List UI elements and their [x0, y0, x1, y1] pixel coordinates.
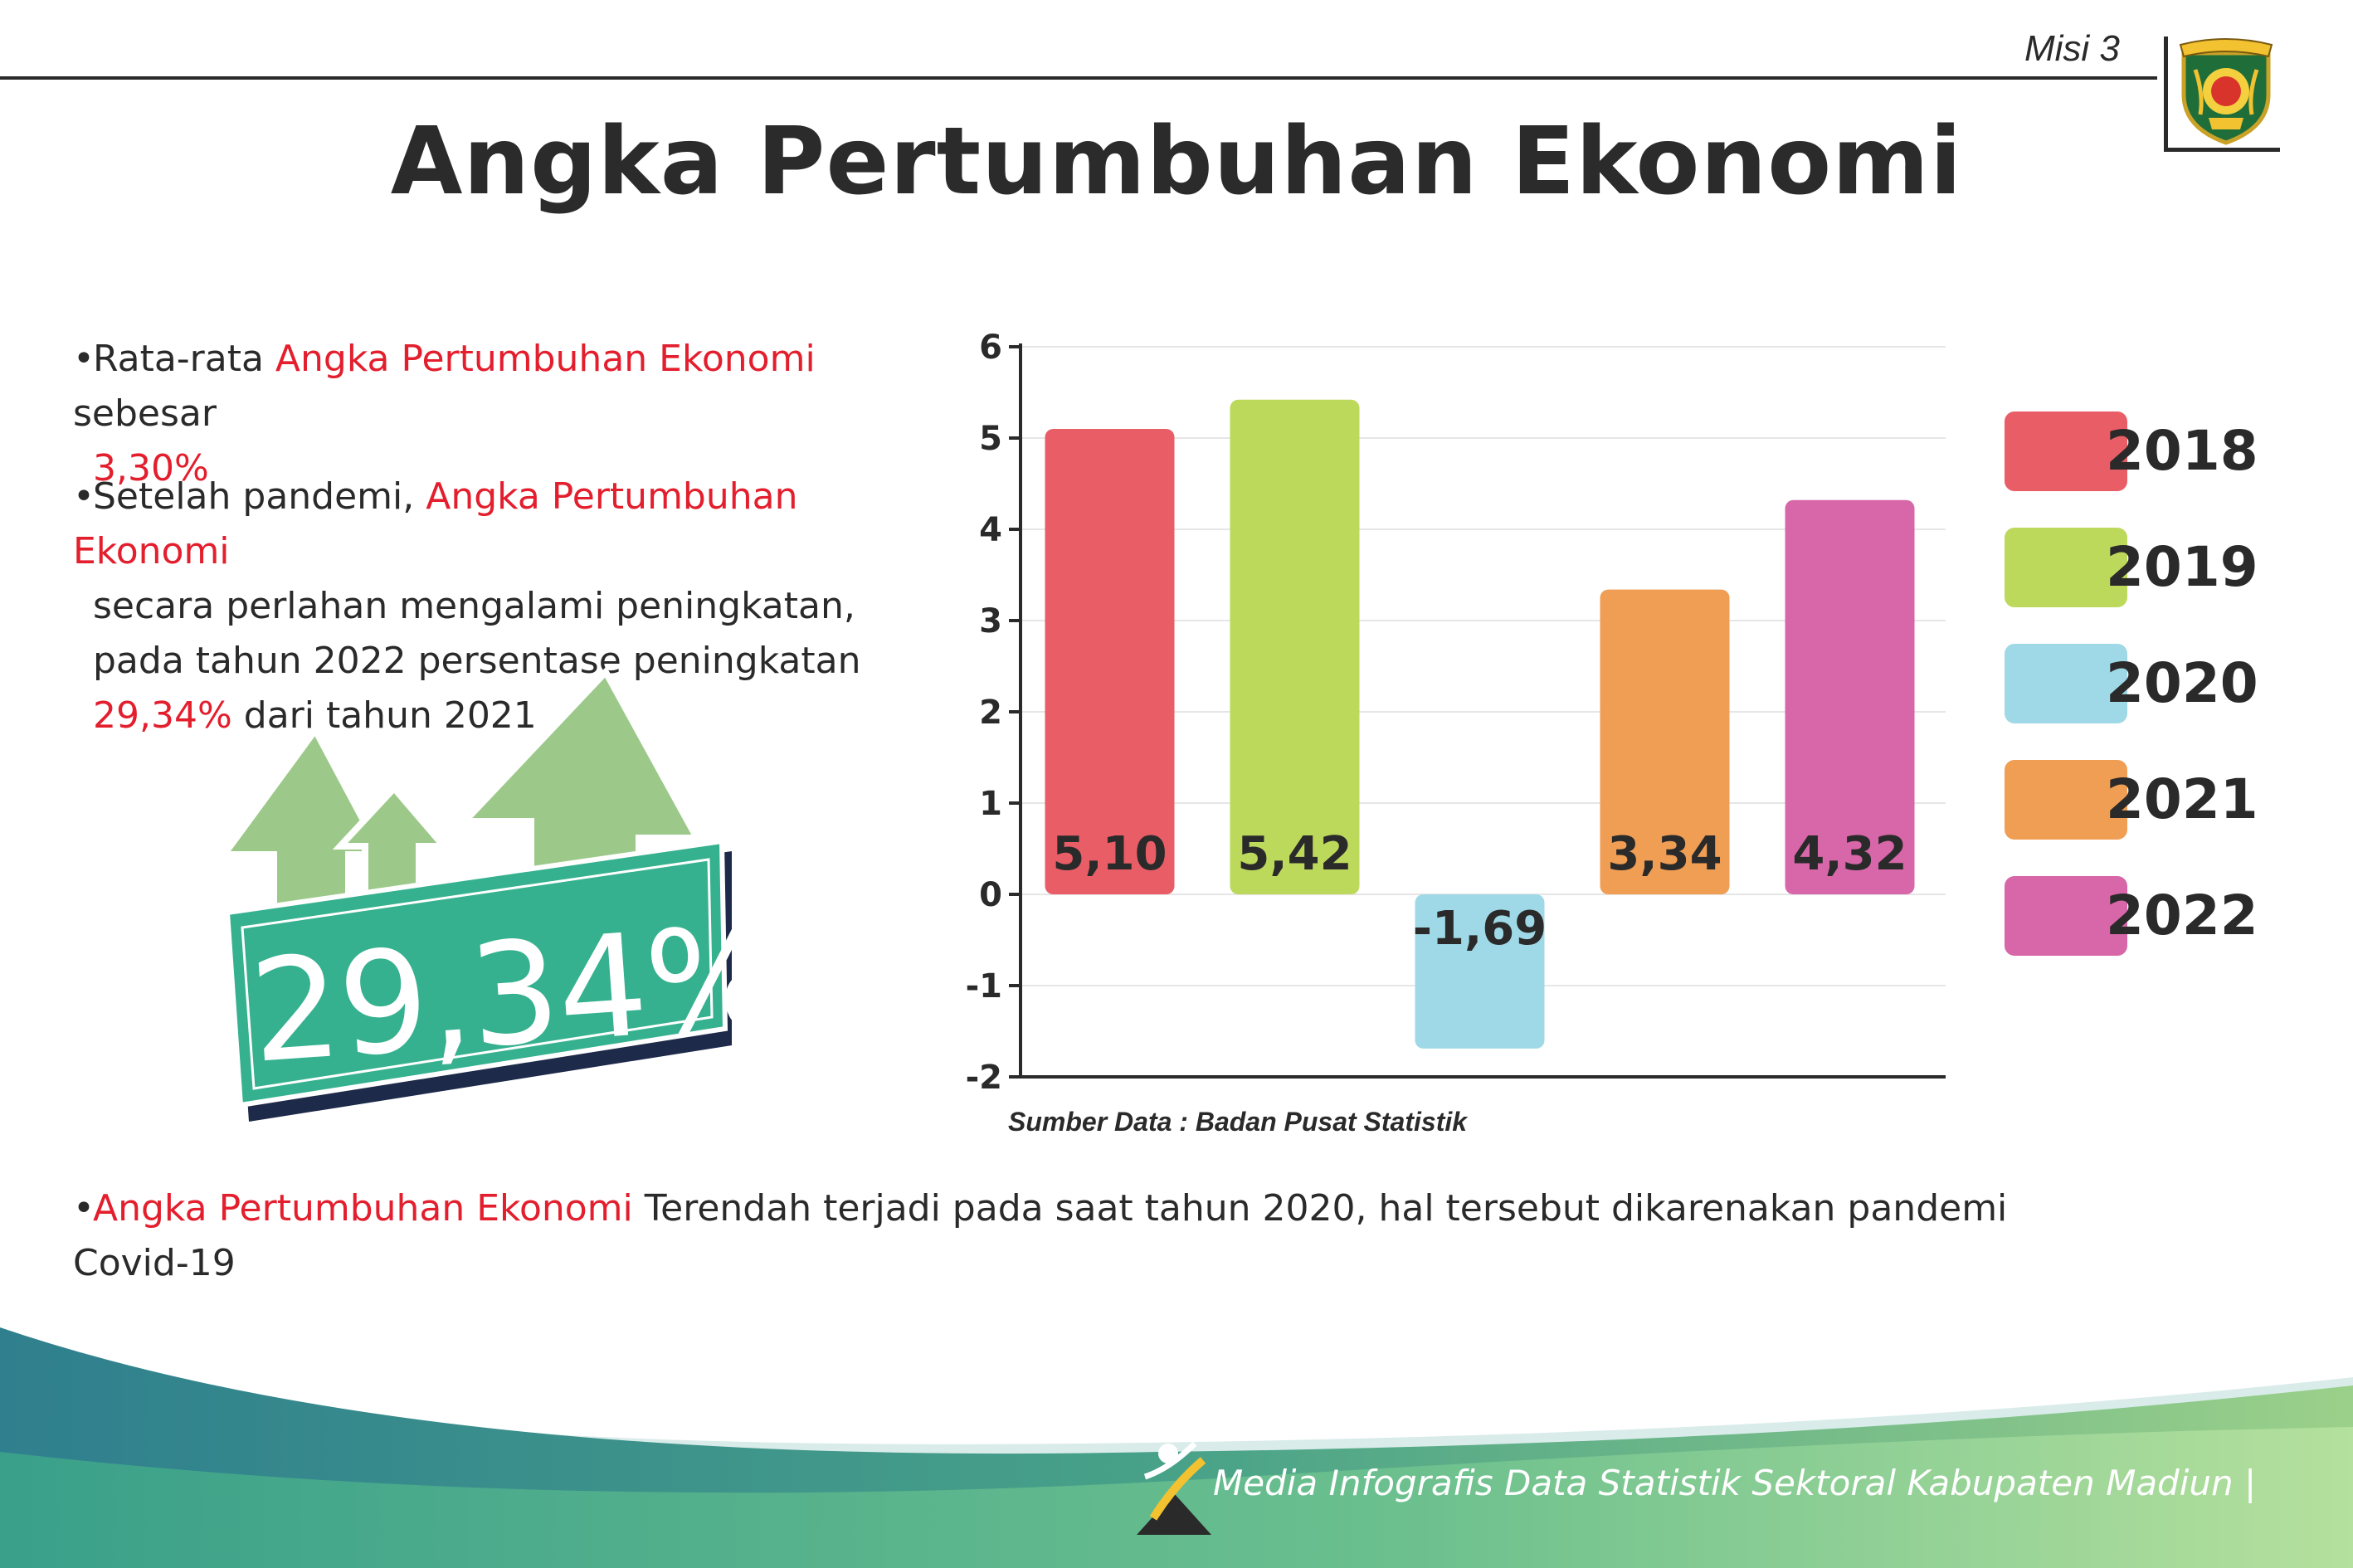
kabupaten-madiun-emblem	[2179, 38, 2273, 145]
chart-bars	[1045, 399, 1915, 1049]
point-average-mid: sebesar	[73, 392, 217, 435]
bullet-dot: •	[73, 338, 95, 380]
growth-arrows-illustration	[224, 666, 732, 1122]
page-title: Angka Pertumbuhan Ekonomi	[390, 108, 1963, 216]
emblem-frame	[2164, 37, 2168, 149]
bar-2019	[1230, 399, 1360, 894]
point-after-pandemic: •Setelah pandemi, Angka Pertumbuhan Ekon…	[73, 470, 952, 743]
y-tick-label: 3	[979, 602, 1002, 640]
emblem-frame-base	[2164, 148, 2280, 152]
legend-swatch	[2005, 760, 2127, 840]
bar-value-label-2020: -1,69	[1413, 902, 1547, 956]
point-pandemic-pre: Setelah pandemi,	[93, 475, 426, 518]
header-rule	[0, 76, 2157, 80]
point-average: •Rata-rata Angka Pertumbuhan Ekonomi seb…	[73, 332, 952, 496]
bar-2020	[1415, 894, 1545, 1049]
bar-value-label-2018: 5,10	[1052, 827, 1167, 881]
point-pandemic-post: dari tahun 2021	[231, 694, 537, 737]
bar-2022	[1785, 499, 1915, 894]
point-pandemic-mid: secara perlahan mengalami peningkatan, p…	[93, 585, 861, 682]
chart-source: Sumber Data : Badan Pusat Statistik	[1008, 1107, 1468, 1137]
chart-axes: -2 -1 0 1 2 3 4 5 6	[966, 329, 1946, 1097]
point-average-highlight: Angka Pertumbuhan Ekonomi	[275, 338, 816, 380]
y-tick-label: 2	[979, 694, 1002, 732]
chart-value-labels: 5,10 5,42 -1,69 3,34 4,32	[1052, 827, 1907, 956]
point-lowest-highlight: Angka Pertumbuhan Ekonomi	[93, 1187, 633, 1230]
bar-value-label-2022: 4,32	[1792, 827, 1907, 881]
point-average-pre: Rata-rata	[93, 338, 275, 380]
legend-swatch	[2005, 876, 2127, 956]
y-tick-label: 1	[979, 785, 1002, 823]
bar-value-label-2021: 3,34	[1607, 827, 1722, 881]
legend-label: 2019	[2106, 535, 2258, 599]
legend-swatch	[2005, 528, 2127, 607]
legend-label: 2022	[2106, 884, 2258, 947]
y-tick-label: 4	[979, 511, 1002, 549]
bullet-dot: •	[73, 475, 95, 518]
y-tick-label: 0	[979, 876, 1002, 914]
bar-2018	[1045, 429, 1175, 894]
legend-swatch	[2005, 644, 2127, 723]
point-pandemic-value: 29,34%	[93, 694, 232, 737]
growth-bar-chart: 5,10 5,42 -1,69 3,34 4,32 -2 -1 0 1 2 3 4 5 6	[966, 329, 1946, 1097]
y-tick-label: 6	[979, 329, 1002, 367]
point-lowest-text: Terendah terjadi pada saat tahun 2020, h…	[73, 1187, 2008, 1284]
point-average-value: 3,30%	[93, 447, 209, 489]
footer-logo-icon	[1137, 1441, 1211, 1535]
legend-label: 2018	[2106, 419, 2258, 483]
point-pandemic-highlight: Angka Pertumbuhan Ekonomi	[73, 475, 798, 572]
footer-caption: Media Infografis Data Statistik Sektoral…	[1213, 1463, 2257, 1503]
y-tick-label: 5	[979, 420, 1002, 458]
bar-value-label-2019: 5,42	[1237, 827, 1352, 881]
legend-label: 2021	[2106, 767, 2258, 831]
point-lowest: •Angka Pertumbuhan Ekonomi Terendah terj…	[73, 1181, 2064, 1291]
y-tick-label: -2	[966, 1059, 1002, 1097]
legend-label: 2020	[2106, 651, 2258, 715]
bar-2021	[1600, 589, 1730, 894]
bullet-dot: •	[73, 1187, 95, 1230]
mission-label: Misi 3	[2024, 28, 2120, 69]
y-tick-label: -1	[966, 967, 1002, 1006]
legend-swatch	[2005, 411, 2127, 491]
